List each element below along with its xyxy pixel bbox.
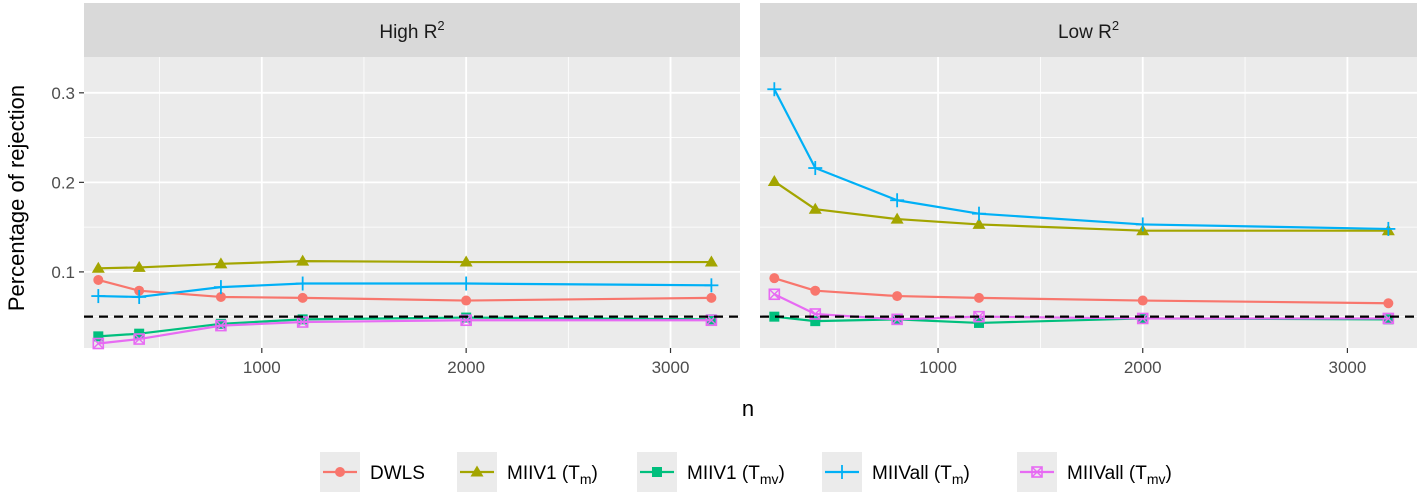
y-tick-label: 0.3 — [51, 84, 75, 103]
legend-entry-1: DWLS — [320, 452, 425, 492]
panels-layer: High R2 1000 2000 3000 0.1 0.2 0.3 Low R2 1000 20… — [51, 3, 1417, 377]
legend-label: DWLS — [370, 463, 425, 484]
series-line — [98, 278, 712, 302]
data-point — [91, 289, 106, 304]
legend-label: MIIVall (Tmv) — [1067, 463, 1172, 487]
series-5 — [92, 314, 718, 350]
data-point — [769, 311, 780, 322]
series-4 — [767, 82, 1396, 236]
data-point — [296, 254, 310, 266]
series-2 — [91, 254, 718, 273]
data-point — [767, 82, 782, 97]
data-point — [215, 319, 227, 332]
data-point — [704, 278, 719, 293]
series-line — [773, 180, 1389, 232]
data-point — [93, 331, 104, 342]
series-1 — [769, 273, 1394, 309]
legend-label: MIIVall (Tm) — [872, 463, 970, 487]
facet-strip — [760, 3, 1417, 57]
x-tick-label: 2000 — [1124, 358, 1162, 377]
data-point — [974, 317, 984, 328]
legend-entry-5: MIIVall (Tmv) — [1017, 452, 1172, 492]
data-point — [767, 174, 781, 186]
data-point — [459, 255, 473, 267]
facet-title: High R2 — [379, 18, 444, 43]
x-tick-label: 1000 — [243, 358, 281, 377]
data-point — [890, 193, 905, 208]
facet-strip — [84, 3, 740, 57]
data-point — [133, 333, 145, 345]
legend-key-marker — [335, 467, 345, 477]
data-point — [1382, 312, 1395, 325]
data-point — [214, 257, 228, 269]
data-point — [974, 292, 984, 303]
series-line — [773, 293, 1389, 321]
series-line — [98, 260, 712, 270]
series-line — [773, 88, 1389, 231]
x-axis-title: n — [742, 396, 754, 421]
data-point — [972, 217, 986, 229]
x-tick-label: 3000 — [652, 358, 690, 377]
series-4 — [91, 276, 719, 304]
y-axis-title: Percentage of rejection — [4, 85, 29, 311]
x-tick-label: 3000 — [1328, 358, 1366, 377]
data-point — [295, 276, 310, 291]
series-line — [98, 319, 712, 345]
data-point — [808, 202, 822, 214]
legend-key-marker — [652, 467, 662, 477]
data-point — [215, 318, 226, 329]
data-point — [297, 292, 308, 303]
data-point — [769, 273, 780, 284]
data-point — [768, 288, 781, 301]
data-point — [1135, 217, 1150, 232]
data-point — [215, 291, 226, 302]
series-line — [774, 277, 1389, 305]
series-line — [98, 316, 712, 338]
legend: DWLS MIIV1 (Tm) MIIV1 (Tmv) MIIVall (Tm) MII… — [320, 452, 1172, 492]
legend-entry-2: MIIV1 (Tm) — [457, 452, 598, 492]
x-tick-label: 2000 — [447, 358, 485, 377]
data-point — [705, 314, 718, 327]
data-point — [93, 274, 104, 285]
data-point — [892, 291, 903, 302]
legend-key-marker — [470, 465, 484, 477]
facet-panel-1: High R2 1000 2000 3000 0.1 0.2 0.3 — [51, 3, 740, 377]
legend-label: MIIV1 (Tmv) — [687, 463, 785, 487]
legend-label: MIIV1 (Tm) — [507, 463, 598, 487]
data-point — [704, 255, 718, 267]
data-point — [297, 314, 308, 325]
facet-panel-2: Low R2 1000 2000 3000 — [760, 3, 1417, 377]
series-1 — [93, 274, 717, 306]
data-point — [890, 212, 904, 224]
data-point — [808, 161, 823, 176]
data-point — [1136, 312, 1149, 325]
legend-key-marker — [1031, 466, 1043, 478]
data-point — [706, 292, 717, 303]
data-point — [1383, 298, 1394, 309]
data-point — [213, 280, 228, 295]
data-point — [132, 289, 147, 304]
x-tick-label: 1000 — [919, 358, 957, 377]
data-point — [92, 337, 105, 350]
data-point — [91, 261, 105, 273]
data-point — [459, 276, 474, 291]
facet-title: Low R2 — [1058, 18, 1119, 43]
series-5 — [768, 288, 1395, 326]
data-point — [972, 206, 986, 221]
data-point — [1137, 295, 1148, 306]
legend-entry-4: MIIVall (Tm) — [822, 452, 970, 492]
legend-entry-3: MIIV1 (Tmv) — [637, 452, 785, 492]
data-point — [461, 295, 472, 306]
legend-key-marker — [835, 465, 849, 479]
data-point — [810, 285, 821, 296]
panel-background — [760, 57, 1417, 348]
data-point — [1381, 221, 1396, 236]
y-tick-label: 0.1 — [51, 263, 75, 282]
y-tick-label: 0.2 — [51, 173, 75, 192]
data-point — [810, 316, 821, 327]
data-point — [132, 260, 146, 272]
panel-background — [84, 57, 740, 348]
